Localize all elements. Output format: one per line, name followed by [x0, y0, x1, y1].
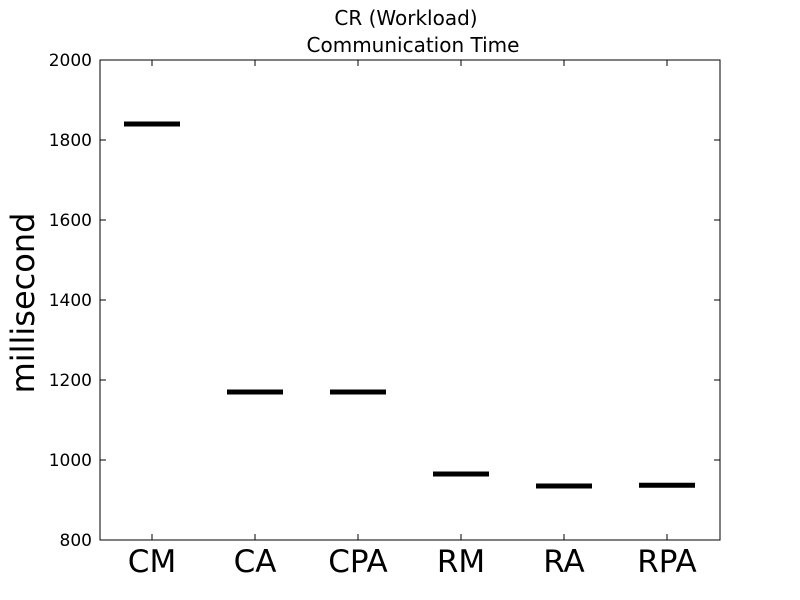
- y-tick-label: 1800: [49, 131, 92, 151]
- chart-title-line-2: Communication Time: [307, 33, 520, 57]
- y-tick-label: 1200: [49, 371, 92, 391]
- x-tick-label-cm: CM: [128, 544, 176, 580]
- y-tick-label: 1400: [49, 291, 92, 311]
- y-axis-label: millisecond: [4, 213, 42, 394]
- x-tick-label-cpa: CPA: [328, 544, 388, 580]
- chart-title-line-1: CR (Workload): [334, 6, 477, 30]
- x-tick-label-rm: RM: [437, 544, 485, 580]
- data-marks: [124, 121, 695, 489]
- plot-area-frame: [99, 59, 721, 541]
- y-tick-label: 1600: [49, 211, 92, 231]
- y-tick-label: 800: [60, 531, 92, 551]
- x-axis-ticks: CM CA CPA RM RA RPA: [128, 60, 697, 580]
- y-tick-label: 1000: [49, 451, 92, 471]
- y-tick-label: 2000: [49, 51, 92, 71]
- x-tick-label-ra: RA: [543, 544, 585, 580]
- x-tick-label-ca: CA: [234, 544, 277, 580]
- x-tick-label-rpa: RPA: [637, 544, 696, 580]
